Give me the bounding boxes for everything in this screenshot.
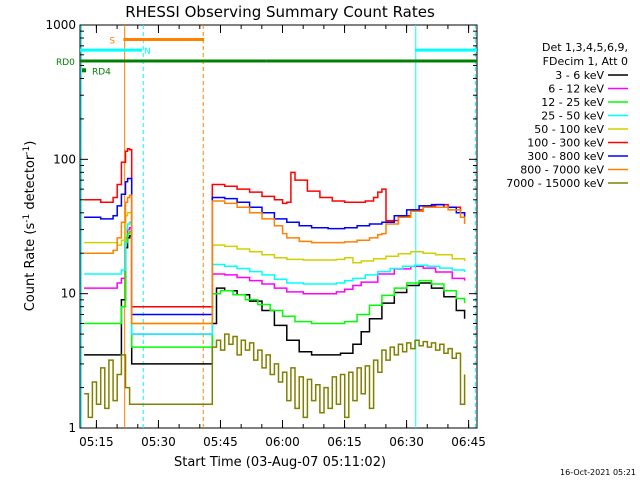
x-tick-label-0: 05:15 [79,435,114,449]
x-tick-label-1: 05:30 [141,435,176,449]
status-marker-rd4 [82,68,86,73]
legend-label-4: 50 - 100 keV [534,123,604,136]
series-line-8 [84,333,466,419]
legend-label-1: 6 - 12 keV [548,83,604,96]
y-axis-label: Count Rate (s-1 detector-1) [22,141,38,312]
x-tick-label-5: 06:30 [389,435,424,449]
series-line-6 [84,177,466,316]
y-tick-label-3: 1000 [45,18,76,32]
x-tick-label-2: 05:45 [203,435,238,449]
y-tick-label-1: 10 [61,287,76,301]
series-line-7 [84,194,466,325]
series-line-3 [84,221,466,335]
plot-frame [79,24,478,429]
status-label-n: N [144,47,151,57]
y-axis: 1 10 100 1000 [45,18,477,435]
status-label-rd0: RD0 [56,58,75,68]
legend-label-5: 100 - 300 keV [527,137,604,150]
x-tick-label-3: 06:00 [265,435,300,449]
y-tick-label-0: 1 [68,421,76,435]
status-label-rd4: RD4 [92,67,111,77]
legend-label-0: 3 - 6 keV [555,69,604,82]
series-line-1 [84,226,466,335]
x-axis-label: Start Time (03-Aug-07 05:11:02) [174,455,386,470]
generation-timestamp: 16-Oct-2021 05:21 [560,468,636,477]
legend-label-3: 25 - 50 keV [541,110,604,123]
y-axis-label-sup2: -1 [22,146,32,155]
series-line-0 [84,234,466,365]
series-line-2 [84,230,466,348]
status-bars: S N RD0 RD4 [56,36,477,77]
x-tick-label-4: 06:15 [327,435,362,449]
y-tick-label-2: 100 [53,152,76,166]
y-axis-label-mid: detector [23,154,38,214]
legend-label-6: 300 - 800 keV [527,150,604,163]
legend-label-7: 800 - 7000 keV [520,164,604,177]
x-axis: 05:15 05:30 05:45 06:00 06:15 06:30 06:45 [79,25,486,449]
y-axis-label-end: ) [23,141,38,146]
y-axis-label-sup1: -1 [22,214,32,223]
status-label-s: S [109,36,115,46]
vertical-markers [80,25,476,428]
legend-label-2: 12 - 25 keV [541,96,604,109]
legend-label-8: 7000 - 15000 keV [506,177,604,190]
x-tick-label-6: 06:45 [451,435,486,449]
chart-title: RHESSI Observing Summary Count Rates [125,3,435,21]
plot-area: S N RD0 RD4 [56,24,478,429]
legend: Det 1,3,4,5,6,9, FDecim 1, Att 0 3 - 6 k… [506,41,628,190]
legend-header-line1: Det 1,3,4,5,6,9, [542,41,628,54]
series-line-4 [84,212,466,325]
legend-header-line2: FDecim 1, Att 0 [543,55,628,68]
y-axis-label-main: Count Rate (s [23,223,38,312]
series-layer [84,147,466,419]
